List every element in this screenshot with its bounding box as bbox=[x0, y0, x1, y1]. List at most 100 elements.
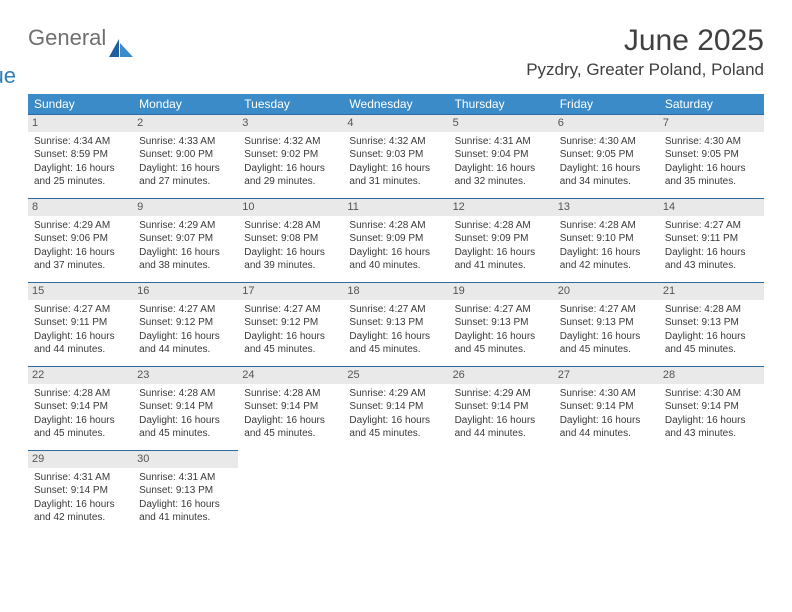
day-details: Sunrise: 4:27 AMSunset: 9:12 PMDaylight:… bbox=[139, 303, 232, 357]
weekday-header: Wednesday bbox=[343, 94, 448, 115]
day-details: Sunrise: 4:32 AMSunset: 9:02 PMDaylight:… bbox=[244, 135, 337, 189]
calendar-day-cell: 7Sunrise: 4:30 AMSunset: 9:05 PMDaylight… bbox=[659, 115, 764, 199]
day-details: Sunrise: 4:33 AMSunset: 9:00 PMDaylight:… bbox=[139, 135, 232, 189]
day-number: 2 bbox=[133, 115, 238, 132]
day-number: 13 bbox=[554, 199, 659, 216]
weekday-header: Sunday bbox=[28, 94, 133, 115]
day-details: Sunrise: 4:28 AMSunset: 9:08 PMDaylight:… bbox=[244, 219, 337, 273]
day-number: 11 bbox=[343, 199, 448, 216]
day-number: 14 bbox=[659, 199, 764, 216]
day-details: Sunrise: 4:27 AMSunset: 9:11 PMDaylight:… bbox=[665, 219, 758, 273]
calendar-day-cell: 21 Sunrise: 4:28 AMSunset: 9:13 PMDayligh… bbox=[659, 283, 764, 367]
calendar-day-cell: 14 Sunrise: 4:27 AMSunset: 9:11 PMDayligh… bbox=[659, 199, 764, 283]
calendar-day-cell bbox=[449, 451, 554, 535]
day-number: 3 bbox=[238, 115, 343, 132]
day-number: 27 bbox=[554, 367, 659, 384]
calendar-day-cell: 16Sunrise: 4:27 AMSunset: 9:12 PMDayligh… bbox=[133, 283, 238, 367]
calendar-day-cell: 17 Sunrise: 4:27 AMSunset: 9:12 PMDayligh… bbox=[238, 283, 343, 367]
day-number: 24 bbox=[238, 367, 343, 384]
day-number: 15 bbox=[28, 283, 133, 300]
day-number: 18 bbox=[343, 283, 448, 300]
page-title: June 2025 bbox=[526, 24, 764, 58]
day-details: Sunrise: 4:28 AMSunset: 9:14 PMDaylight:… bbox=[34, 387, 127, 441]
logo-sail-icon bbox=[109, 39, 133, 57]
calendar-day-cell: 24Sunrise: 4:28 AMSunset: 9:14 PMDayligh… bbox=[238, 367, 343, 451]
calendar-day-cell: 22 Sunrise: 4:28 AMSunset: 9:14 PMDayligh… bbox=[28, 367, 133, 451]
calendar-day-cell: 1 Sunrise: 4:34 AMSunset: 8:59 PMDaylight… bbox=[28, 115, 133, 199]
logo-word-blue: Blue bbox=[0, 63, 16, 88]
day-details: Sunrise: 4:29 AMSunset: 9:07 PMDaylight:… bbox=[139, 219, 232, 273]
calendar-day-cell: 20 Sunrise: 4:27 AMSunset: 9:13 PMDayligh… bbox=[554, 283, 659, 367]
day-details: Sunrise: 4:28 AMSunset: 9:10 PMDaylight:… bbox=[560, 219, 653, 273]
logo: General Blue bbox=[28, 28, 133, 69]
day-details: Sunrise: 4:27 AMSunset: 9:13 PMDaylight:… bbox=[455, 303, 548, 357]
day-details: Sunrise: 4:29 AMSunset: 9:14 PMDaylight:… bbox=[349, 387, 442, 441]
day-number: 4 bbox=[343, 115, 448, 132]
day-details: Sunrise: 4:27 AMSunset: 9:13 PMDaylight:… bbox=[349, 303, 442, 357]
day-details: Sunrise: 4:28 AMSunset: 9:13 PMDaylight:… bbox=[665, 303, 758, 357]
calendar-day-cell: 6 Sunrise: 4:30 AMSunset: 9:05 PMDaylight… bbox=[554, 115, 659, 199]
calendar-day-cell: 30Sunrise: 4:31 AMSunset: 9:13 PMDayligh… bbox=[133, 451, 238, 535]
day-details: Sunrise: 4:30 AMSunset: 9:05 PMDaylight:… bbox=[560, 135, 653, 189]
calendar-day-cell: 27 Sunrise: 4:30 AMSunset: 9:14 PMDayligh… bbox=[554, 367, 659, 451]
header: General Blue June 2025 Pyzdry, Greater P… bbox=[28, 24, 764, 80]
day-number: 5 bbox=[449, 115, 554, 132]
calendar-day-cell: 29 Sunrise: 4:31 AMSunset: 9:14 PMDayligh… bbox=[28, 451, 133, 535]
day-number: 1 bbox=[28, 115, 133, 132]
calendar-day-cell: 10Sunrise: 4:28 AMSunset: 9:08 PMDayligh… bbox=[238, 199, 343, 283]
calendar-day-cell: 23 Sunrise: 4:28 AMSunset: 9:14 PMDayligh… bbox=[133, 367, 238, 451]
day-number: 19 bbox=[449, 283, 554, 300]
calendar-day-cell: 5 Sunrise: 4:31 AMSunset: 9:04 PMDaylight… bbox=[449, 115, 554, 199]
calendar-week-row: 29 Sunrise: 4:31 AMSunset: 9:14 PMDayligh… bbox=[28, 451, 764, 535]
calendar-day-cell bbox=[238, 451, 343, 535]
day-details: Sunrise: 4:28 AMSunset: 9:14 PMDaylight:… bbox=[139, 387, 232, 441]
day-number: 9 bbox=[133, 199, 238, 216]
weekday-header: Monday bbox=[133, 94, 238, 115]
weekday-header: Friday bbox=[554, 94, 659, 115]
calendar-day-cell: 9 Sunrise: 4:29 AMSunset: 9:07 PMDaylight… bbox=[133, 199, 238, 283]
day-number: 17 bbox=[238, 283, 343, 300]
day-number: 12 bbox=[449, 199, 554, 216]
day-details: Sunrise: 4:27 AMSunset: 9:11 PMDaylight:… bbox=[34, 303, 127, 357]
logo-word-general: General bbox=[28, 25, 106, 50]
day-number: 25 bbox=[343, 367, 448, 384]
day-number: 22 bbox=[28, 367, 133, 384]
day-details: Sunrise: 4:31 AMSunset: 9:04 PMDaylight:… bbox=[455, 135, 548, 189]
day-number: 20 bbox=[554, 283, 659, 300]
calendar-day-cell bbox=[554, 451, 659, 535]
calendar-day-cell: 26 Sunrise: 4:29 AMSunset: 9:14 PMDayligh… bbox=[449, 367, 554, 451]
calendar-day-cell: 18 Sunrise: 4:27 AMSunset: 9:13 PMDayligh… bbox=[343, 283, 448, 367]
day-details: Sunrise: 4:30 AMSunset: 9:14 PMDaylight:… bbox=[560, 387, 653, 441]
day-details: Sunrise: 4:28 AMSunset: 9:09 PMDaylight:… bbox=[455, 219, 548, 273]
location-text: Pyzdry, Greater Poland, Poland bbox=[526, 60, 764, 80]
calendar-day-cell: 25 Sunrise: 4:29 AMSunset: 9:14 PMDayligh… bbox=[343, 367, 448, 451]
weekday-header: Thursday bbox=[449, 94, 554, 115]
calendar-week-row: 15 Sunrise: 4:27 AMSunset: 9:11 PMDayligh… bbox=[28, 283, 764, 367]
calendar-day-cell: 3 Sunrise: 4:32 AMSunset: 9:02 PMDaylight… bbox=[238, 115, 343, 199]
day-details: Sunrise: 4:27 AMSunset: 9:13 PMDaylight:… bbox=[560, 303, 653, 357]
day-details: Sunrise: 4:29 AMSunset: 9:06 PMDaylight:… bbox=[34, 219, 127, 273]
calendar-table: Sunday Monday Tuesday Wednesday Thursday… bbox=[28, 94, 764, 535]
calendar-day-cell: 28 Sunrise: 4:30 AMSunset: 9:14 PMDayligh… bbox=[659, 367, 764, 451]
day-details: Sunrise: 4:31 AMSunset: 9:14 PMDaylight:… bbox=[34, 471, 127, 525]
calendar-week-row: 22 Sunrise: 4:28 AMSunset: 9:14 PMDayligh… bbox=[28, 367, 764, 451]
day-number: 26 bbox=[449, 367, 554, 384]
day-details: Sunrise: 4:27 AMSunset: 9:12 PMDaylight:… bbox=[244, 303, 337, 357]
day-details: Sunrise: 4:30 AMSunset: 9:14 PMDaylight:… bbox=[665, 387, 758, 441]
day-details: Sunrise: 4:34 AMSunset: 8:59 PMDaylight:… bbox=[34, 135, 127, 189]
calendar-day-cell: 4Sunrise: 4:32 AMSunset: 9:03 PMDaylight… bbox=[343, 115, 448, 199]
day-details: Sunrise: 4:28 AMSunset: 9:09 PMDaylight:… bbox=[349, 219, 442, 273]
day-number: 28 bbox=[659, 367, 764, 384]
calendar-day-cell: 15 Sunrise: 4:27 AMSunset: 9:11 PMDayligh… bbox=[28, 283, 133, 367]
day-number: 23 bbox=[133, 367, 238, 384]
day-number: 30 bbox=[133, 451, 238, 468]
weekday-header: Saturday bbox=[659, 94, 764, 115]
day-number: 21 bbox=[659, 283, 764, 300]
calendar-day-cell bbox=[343, 451, 448, 535]
day-details: Sunrise: 4:29 AMSunset: 9:14 PMDaylight:… bbox=[455, 387, 548, 441]
day-number: 29 bbox=[28, 451, 133, 468]
calendar-week-row: 8Sunrise: 4:29 AMSunset: 9:06 PMDaylight… bbox=[28, 199, 764, 283]
calendar-day-cell: 8Sunrise: 4:29 AMSunset: 9:06 PMDaylight… bbox=[28, 199, 133, 283]
day-number: 7 bbox=[659, 115, 764, 132]
day-number: 6 bbox=[554, 115, 659, 132]
